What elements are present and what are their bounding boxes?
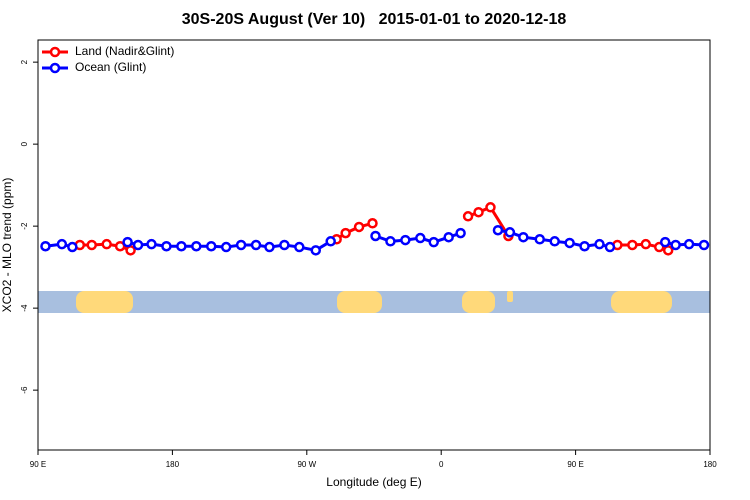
point (534, 234, 546, 245)
legend-marker (49, 46, 61, 58)
y-tick-label: -2 (20, 222, 29, 230)
point (205, 240, 217, 252)
point (492, 224, 504, 236)
point (161, 240, 172, 252)
x-tick-label: 180 (703, 460, 717, 469)
point (146, 238, 157, 250)
point (122, 236, 133, 248)
point (564, 237, 575, 249)
x-tick-label: 90 W (297, 460, 316, 469)
x-tick-label: 90 E (567, 460, 583, 469)
point (659, 236, 671, 248)
point (367, 218, 378, 229)
plot-frame (37, 39, 711, 451)
point (518, 231, 529, 243)
point (340, 227, 351, 239)
point (125, 245, 136, 256)
point (67, 241, 78, 253)
y-tick-label: 0 (20, 141, 29, 146)
point (640, 238, 652, 250)
point (114, 240, 126, 252)
point (294, 241, 305, 253)
land-mask (38, 291, 710, 313)
point (443, 231, 454, 243)
point (662, 245, 674, 256)
point (176, 240, 187, 252)
point (279, 239, 290, 251)
point (579, 240, 590, 252)
point (670, 239, 681, 251)
land-patch (337, 291, 382, 313)
point (455, 227, 466, 239)
point (370, 230, 381, 242)
point (400, 234, 411, 246)
y-axis-label: XCO2 - MLO trend (ppm) (0, 178, 14, 313)
point (473, 206, 484, 218)
point (485, 202, 496, 213)
point (594, 238, 605, 250)
legend-label: Ocean (Glint) (75, 60, 146, 74)
point (264, 241, 275, 253)
point (385, 236, 396, 247)
point (310, 245, 322, 256)
legend-marker (49, 62, 61, 74)
point (604, 241, 616, 253)
point (56, 238, 68, 250)
point (683, 238, 695, 250)
y-tick-label: -4 (20, 304, 29, 312)
point (325, 236, 336, 247)
x-tick-label: 90 E (30, 460, 46, 469)
point (627, 239, 638, 251)
point (504, 227, 516, 238)
y-tick-label: -6 (20, 386, 29, 394)
legend-label: Land (Nadir&Glint) (75, 44, 174, 58)
land-patch (462, 291, 495, 313)
point (101, 238, 112, 250)
land-patch (76, 291, 133, 313)
point (250, 239, 262, 251)
point (132, 239, 144, 251)
x-tick-label: 0 (439, 460, 444, 469)
point (353, 221, 365, 233)
x-axis-label: Longitude (deg E) (326, 475, 421, 489)
y-tick-label: 2 (20, 59, 29, 64)
point (86, 239, 98, 251)
land-patch (611, 291, 672, 313)
x-tick-label: 180 (166, 460, 180, 469)
point (415, 232, 426, 244)
point (191, 240, 202, 252)
point (235, 239, 247, 251)
point (428, 236, 439, 248)
land-patch (507, 291, 513, 302)
point (549, 236, 560, 247)
point (220, 241, 232, 253)
point (462, 211, 474, 222)
point (40, 240, 51, 252)
point (698, 239, 710, 251)
chart-title: 30S-20S August (Ver 10) 2015-01-01 to 20… (182, 11, 567, 28)
